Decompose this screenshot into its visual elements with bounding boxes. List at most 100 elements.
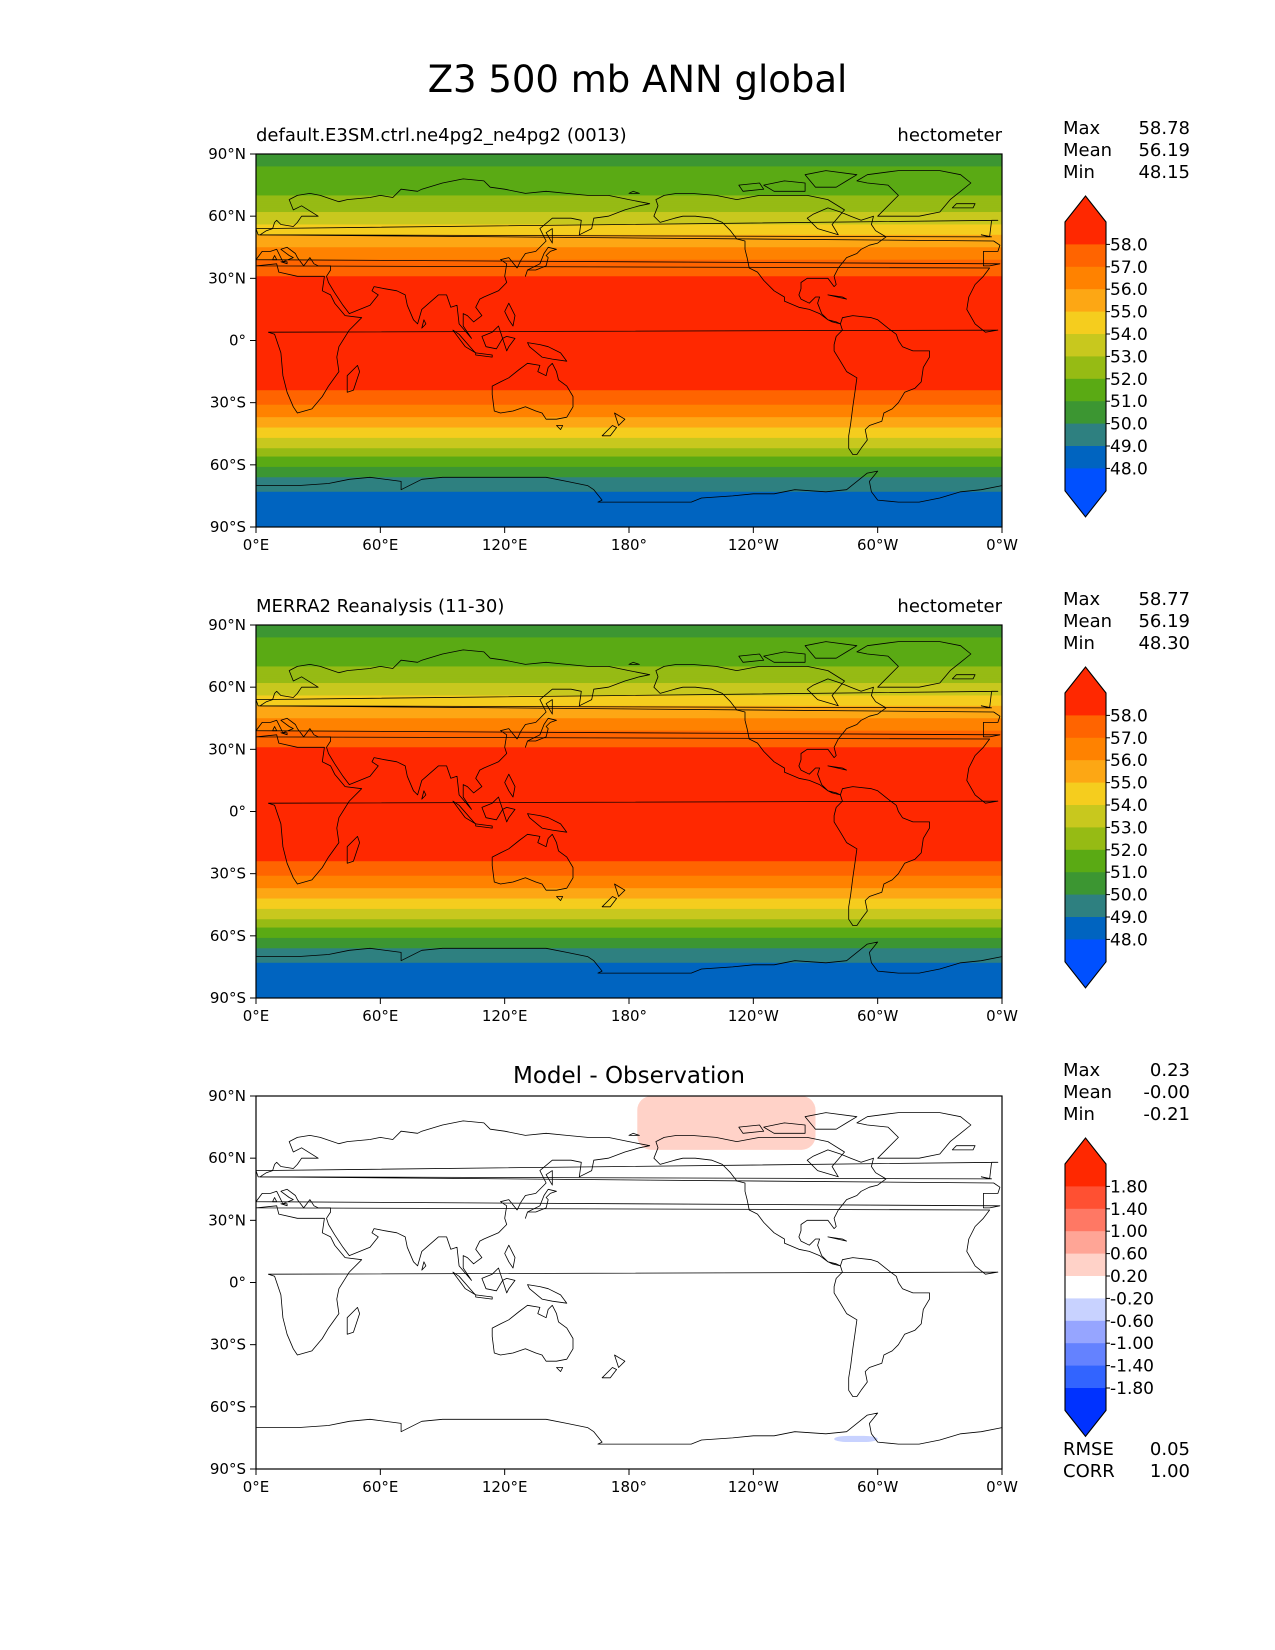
field-band	[256, 245, 1002, 248]
field-band	[256, 995, 1002, 998]
field-band	[256, 649, 1002, 653]
y-tick-label: 30°N	[208, 269, 246, 287]
field-band	[256, 325, 1002, 329]
field-band	[256, 466, 1002, 470]
coastline	[763, 651, 806, 663]
field-band	[256, 301, 1002, 304]
coastline	[833, 1257, 930, 1397]
coastline	[527, 342, 568, 362]
field-band	[256, 162, 1002, 166]
field-band	[256, 852, 1002, 856]
coastline	[256, 690, 999, 709]
field-band	[256, 863, 1002, 867]
coastline	[256, 219, 999, 238]
coastline	[504, 1244, 516, 1269]
x-tick-label: 60°W	[857, 536, 899, 554]
field-band	[256, 390, 1002, 394]
field-band	[256, 639, 1002, 643]
field-band	[256, 678, 1002, 682]
field-band	[256, 857, 1002, 860]
colorbar-segment	[1065, 1186, 1106, 1210]
field-band	[256, 844, 1002, 848]
field-band	[256, 201, 1002, 205]
field-band	[256, 981, 1002, 985]
coastline	[256, 1120, 1001, 1281]
field-band	[256, 280, 1002, 284]
x-tick-label: 0°W	[986, 1007, 1018, 1025]
field-band	[256, 968, 1002, 972]
field-band	[256, 255, 1002, 259]
field-band	[256, 709, 1002, 713]
field-band	[256, 828, 1002, 831]
field-band	[256, 274, 1002, 277]
colorbar-tick-label: 55.0	[1110, 303, 1148, 323]
field-band	[256, 900, 1002, 904]
colorbar-extend-bottom	[1065, 490, 1106, 517]
field-band	[256, 195, 1002, 199]
x-tick-label: 0°E	[243, 1007, 270, 1025]
x-tick-label: 120°E	[482, 1007, 528, 1025]
field-band	[256, 328, 1002, 331]
field-band	[256, 716, 1002, 719]
field-band	[256, 307, 1002, 311]
field-band	[256, 755, 1002, 759]
colorbar-segment	[1065, 1365, 1106, 1389]
field-band	[256, 313, 1002, 317]
coastline	[256, 1161, 999, 1180]
colorbar-segment	[1065, 266, 1106, 290]
panel-units: hectometer	[897, 596, 1002, 617]
field-band	[256, 373, 1002, 377]
field-band	[256, 809, 1002, 813]
coastline	[545, 228, 553, 244]
coastline	[527, 1284, 568, 1304]
colorbar-outline	[1064, 195, 1107, 518]
field-band	[256, 493, 1002, 497]
coastline	[614, 883, 626, 897]
coastline	[763, 1122, 806, 1134]
coastline	[628, 1132, 640, 1136]
stat-label: Mean	[1063, 611, 1112, 632]
field-band	[256, 410, 1002, 414]
field-band	[256, 782, 1002, 786]
field-band	[256, 658, 1002, 661]
field-band	[256, 189, 1002, 192]
field-band	[256, 154, 1002, 157]
field-band	[256, 429, 1002, 433]
field-band	[256, 214, 1002, 217]
field-band	[256, 718, 1002, 722]
field-band	[256, 421, 1002, 425]
field-band	[256, 687, 1002, 690]
colorbar-tick-label: 53.0	[1110, 818, 1148, 838]
field-band	[256, 342, 1002, 346]
field-band	[256, 973, 1002, 976]
field-band	[256, 446, 1002, 449]
field-band	[256, 156, 1002, 159]
field-band	[256, 471, 1002, 474]
field-band	[256, 894, 1002, 898]
colorbar: 58.0 57.056.0 55.054.053.0 52.051.0 50.049.0…	[1064, 195, 1148, 518]
coastline	[272, 1197, 278, 1203]
coastline	[421, 790, 427, 800]
field-band	[256, 282, 1002, 286]
field-band	[256, 666, 1002, 670]
field-band	[256, 363, 1002, 367]
colorbar-tick-label: -0.20	[1110, 1289, 1154, 1309]
field-band	[256, 879, 1002, 883]
field-band	[256, 637, 1002, 641]
field-band	[256, 481, 1002, 485]
field-band	[256, 388, 1002, 391]
field-band	[256, 377, 1002, 381]
field-band	[256, 629, 1002, 632]
field-band	[256, 365, 1002, 369]
coastline	[653, 664, 887, 796]
x-tick-label: 60°W	[857, 1478, 899, 1496]
colorbar-tick-label: 50.0	[1110, 415, 1148, 435]
field-band	[256, 158, 1002, 161]
field-band	[256, 987, 1002, 991]
x-tick-label: 0°W	[986, 536, 1018, 554]
field-band	[256, 919, 1002, 923]
coastline	[491, 1304, 574, 1362]
field-band	[256, 199, 1002, 203]
field-band	[256, 763, 1002, 767]
field-band	[256, 292, 1002, 296]
